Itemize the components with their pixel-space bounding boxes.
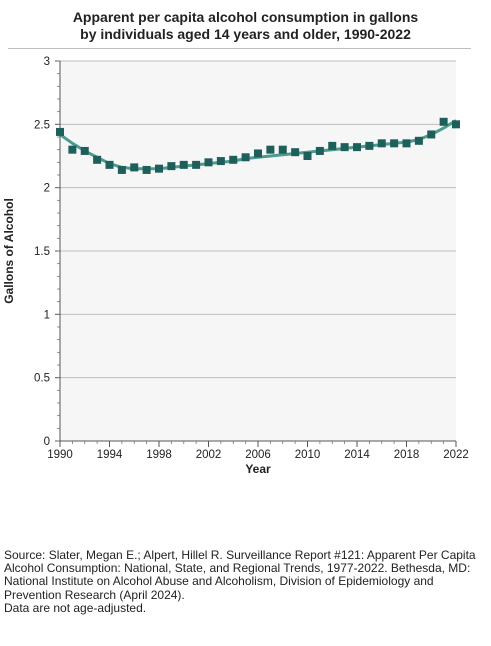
data-point: [167, 162, 176, 171]
data-point: [192, 160, 201, 169]
data-point: [365, 141, 374, 150]
data-point: [390, 139, 399, 148]
data-point: [229, 155, 238, 164]
scatter-chart: 0 0.5 1 1.5 2 2.5 3 1990 1994 1998 2002 2006 2010 201…: [2, 56, 469, 476]
y-tick-label: 0: [44, 436, 50, 448]
data-point: [68, 145, 77, 154]
y-tick-label: 2: [44, 183, 50, 195]
data-point: [204, 158, 213, 167]
source-line-4: Prevention Research (April 2024).: [4, 587, 185, 602]
x-tick-label: 1994: [97, 449, 123, 461]
y-axis-label: Gallons of Alcohol: [2, 198, 16, 304]
data-point: [291, 148, 300, 157]
source-line-2: Alcohol Consumption: National, State, an…: [4, 561, 471, 576]
data-point: [266, 145, 275, 154]
data-point: [216, 157, 225, 166]
data-point: [241, 153, 250, 162]
source-line-1: Source: Slater, Megan E.; Alpert, Hillel…: [4, 548, 476, 562]
data-point: [303, 152, 312, 160]
chart-title: Apparent per capita alcohol consumption …: [0, 9, 491, 43]
data-point: [105, 160, 114, 169]
source-line-5: Data are not age-adjusted.: [4, 600, 147, 615]
data-point: [130, 163, 139, 172]
x-tick-label: 2014: [344, 449, 370, 461]
x-tick-label: 2018: [394, 449, 420, 461]
data-point: [93, 155, 102, 164]
source-note: Source: Slater, Megan E.; Alpert, Hillel…: [4, 548, 486, 615]
source-line-3: National Institute on Alcohol Abuse and …: [4, 574, 434, 589]
data-point: [414, 136, 423, 145]
x-tick-label: 2002: [196, 449, 222, 461]
y-tick-label: 2.5: [34, 119, 50, 131]
x-tick-label: 1990: [47, 449, 73, 461]
data-point: [117, 165, 126, 174]
y-tick-label: 1.5: [34, 246, 50, 258]
x-tick-label: 2010: [295, 449, 321, 461]
data-point: [155, 164, 163, 173]
data-point: [80, 146, 89, 155]
data-point: [439, 117, 448, 126]
chart-title-line-2: by individuals aged 14 years and older, …: [80, 26, 411, 42]
chart-title-line-1: Apparent per capita alcohol consumption …: [72, 9, 419, 25]
data-point: [452, 120, 460, 129]
data-point: [402, 139, 411, 148]
data-point: [315, 146, 324, 155]
data-point: [377, 139, 386, 148]
y-tick-label: 0.5: [34, 373, 50, 385]
x-axis-label: Year: [245, 462, 271, 476]
data-point: [353, 143, 361, 152]
y-tick-label: 3: [44, 56, 50, 68]
data-point: [254, 149, 262, 158]
data-point: [427, 130, 436, 139]
data-point: [340, 143, 349, 152]
x-tick-label: 2022: [443, 449, 469, 461]
title-divider: [8, 48, 471, 49]
x-tick-label: 1998: [146, 449, 172, 461]
data-point: [328, 141, 337, 150]
y-tick-label: 1: [44, 309, 50, 321]
data-point: [278, 145, 287, 154]
x-tick-label: 2006: [245, 449, 271, 461]
data-point: [179, 160, 188, 169]
data-point: [142, 165, 151, 174]
data-point: [56, 127, 64, 136]
